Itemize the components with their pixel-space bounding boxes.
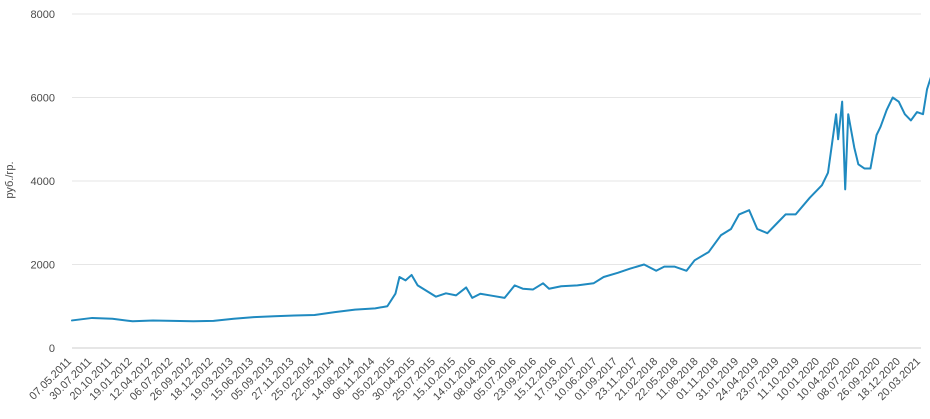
series-line [71, 76, 930, 323]
y-axis-label: руб./гр. [4, 161, 16, 198]
y-axis-ticks: 0 2000 4000 6000 8000 [31, 9, 55, 355]
y-tick-label: 6000 [31, 93, 55, 105]
y-tick-label: 2000 [31, 260, 55, 272]
series [71, 76, 930, 323]
x-axis-ticks: 07.05.201130.07.201120.10.201119.01.2012… [27, 356, 923, 403]
y-tick-label: 4000 [31, 176, 55, 188]
y-tick-label: 8000 [31, 9, 55, 21]
grid [72, 13, 921, 349]
y-tick-label: 0 [49, 343, 55, 355]
